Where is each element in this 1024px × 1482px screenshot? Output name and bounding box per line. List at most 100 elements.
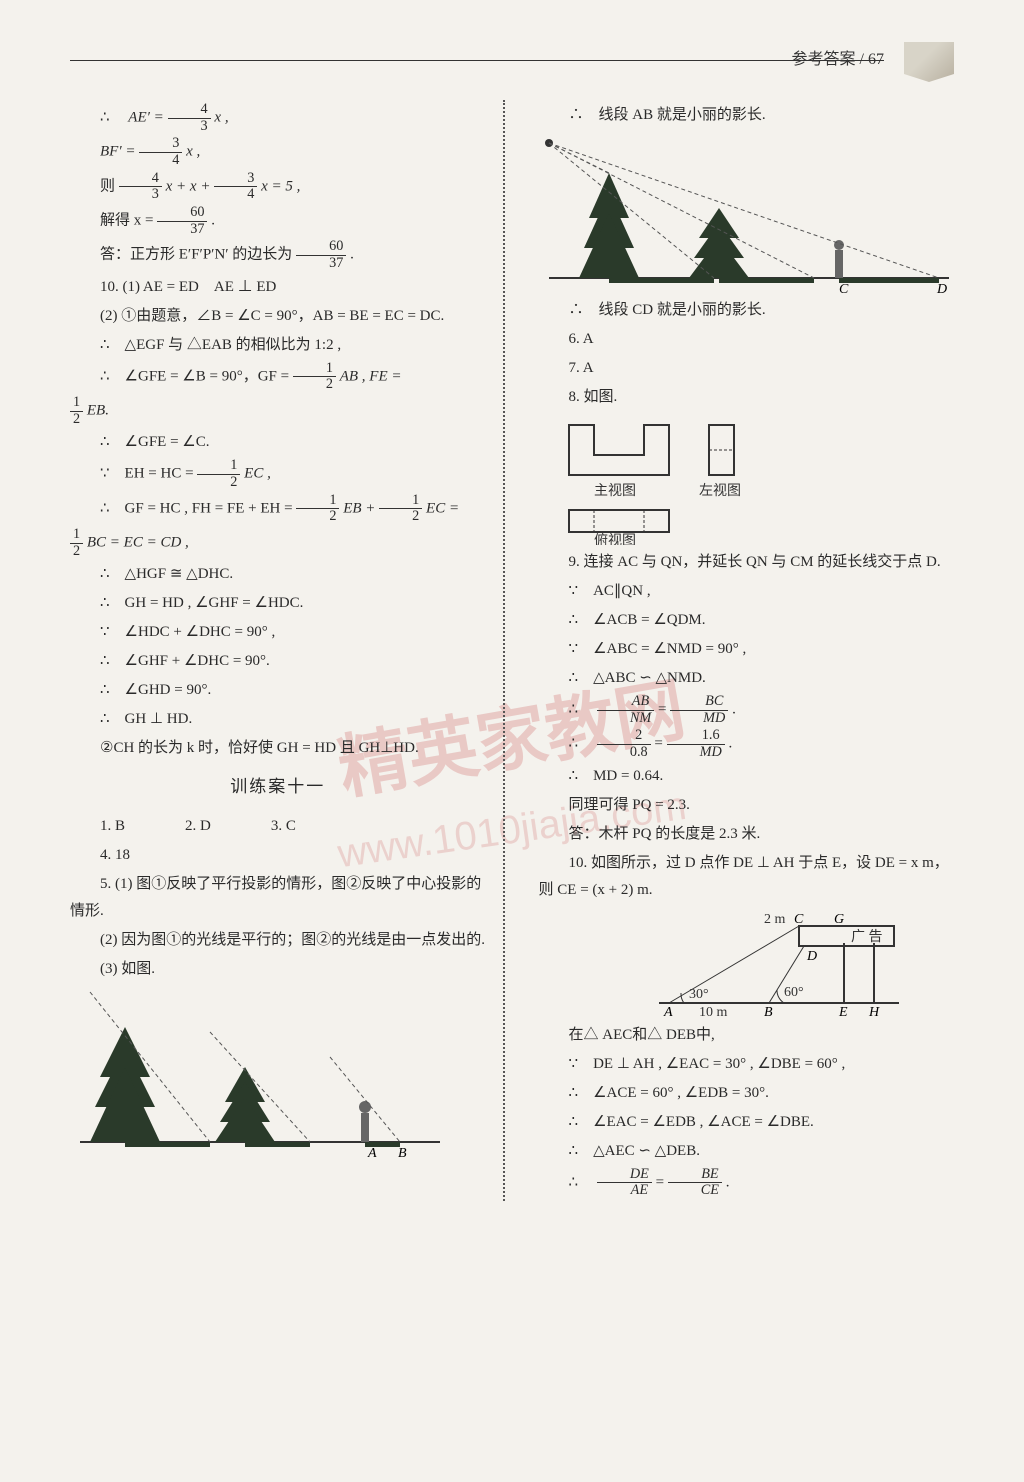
txt: . <box>350 247 354 263</box>
left-line-14: 12 BC = EC = CD , <box>70 527 485 559</box>
label-2m: 2 m <box>764 912 786 927</box>
ans-4: 4. 18 <box>70 842 485 869</box>
num: 1 <box>70 527 83 544</box>
left-line-22: 5. (1) 图①反映了平行投影的情形，图②反映了中心投影的情形. <box>70 871 485 925</box>
txt: ∴ <box>569 736 594 752</box>
num: 1 <box>70 395 83 412</box>
right-line-2: ∴ 线段 CD 就是小丽的影长. <box>539 297 954 324</box>
header-rule <box>70 60 884 61</box>
txt: = <box>656 1174 668 1190</box>
txt: ∵ EH = HC = <box>100 466 197 482</box>
txt: EC , <box>244 466 271 482</box>
ans-3: 3. C <box>241 813 296 840</box>
txt: 解得 x = <box>100 213 157 229</box>
label-top-view: 俯视图 <box>594 533 636 545</box>
txt: ∴ <box>569 1174 594 1190</box>
fraction-1-2b: 12 <box>70 395 83 427</box>
label-G: G <box>834 912 844 927</box>
fraction-3-4b: 34 <box>214 171 257 203</box>
left-line-19: ∴ ∠GHD = 90°. <box>70 677 485 704</box>
left-line-11: ∴ ∠GFE = ∠C. <box>70 429 485 456</box>
den: 2 <box>197 475 240 491</box>
right-line-10: ∴ △ABC ∽ △NMD. <box>539 665 954 692</box>
fraction-60-37: 6037 <box>157 205 207 237</box>
right-line-22: ∴ DEAE = BECE . <box>539 1167 954 1199</box>
den: 2 <box>70 412 83 428</box>
label-C: C <box>839 282 849 293</box>
num: 4 <box>168 102 211 119</box>
left-line-5: 答：正方形 E′F′P′N′ 的边长为 6037 . <box>70 239 485 271</box>
fraction-1-2e: 12 <box>379 493 422 525</box>
txt: ∴ <box>569 702 594 718</box>
txt: . <box>211 213 215 229</box>
section-title: 训练案十一 <box>70 772 485 803</box>
left-line-12: ∵ EH = HC = 12 EC , <box>70 458 485 490</box>
right-line-3: 6. A <box>539 326 954 353</box>
left-line-23: (2) 因为图①的光线是平行的；图②的光线是由一点发出的. <box>70 927 485 954</box>
num: 3 <box>139 136 182 153</box>
right-line-7: ∵ AC∥QN , <box>539 578 954 605</box>
fraction-60-37b: 6037 <box>296 239 346 271</box>
num: BE <box>668 1167 722 1184</box>
page-root: 参考答案 / 67 精英家教网 www.1010jiajia.com ∴ AE′… <box>0 0 1024 1482</box>
num: 3 <box>214 171 257 188</box>
page-number: 67 <box>868 51 884 68</box>
num: 60 <box>157 205 207 222</box>
billboard-figure: 广 告 C G A B D E H 30° 60° 2 m 10 m <box>639 908 919 1018</box>
fraction-BC-MD: BCMD <box>670 694 728 726</box>
label-A2: A <box>663 1005 673 1018</box>
txt: EB + <box>343 500 379 516</box>
right-line-19: ∴ ∠ACE = 60° , ∠EDB = 30°. <box>539 1080 954 1107</box>
txt: BC = EC = CD , <box>87 535 189 551</box>
left-line-2: BF′ = 34 x , <box>70 136 485 168</box>
den: 4 <box>139 153 182 169</box>
right-line-13: ∴ MD = 0.64. <box>539 763 954 790</box>
right-line-6: 9. 连接 AC 与 QN，并延长 QN 与 CM 的延长线交于点 D. <box>539 549 954 576</box>
right-line-18: ∵ DE ⊥ AH , ∠EAC = 30° , ∠DBE = 60° , <box>539 1051 954 1078</box>
txt: EC = <box>426 500 459 516</box>
label-D: D <box>936 282 947 293</box>
num: 1.6 <box>667 728 725 745</box>
num: AB <box>597 694 654 711</box>
right-line-12: ∴ 20.8 = 1.6MD . <box>539 728 954 760</box>
left-line-17: ∵ ∠HDC + ∠DHC = 90° , <box>70 619 485 646</box>
label-10m: 10 m <box>699 1005 728 1018</box>
right-line-5: 8. 如图. <box>539 384 954 411</box>
right-line-16: 10. 如图所示，过 D 点作 DE ⊥ AH 于点 E，设 DE = x m，… <box>539 850 954 904</box>
txt: = <box>654 736 666 752</box>
fraction-2-0.8: 20.8 <box>597 728 651 760</box>
txt: EB. <box>87 403 109 419</box>
answers-row: 1. B 2. D 3. C <box>70 813 485 840</box>
txt: . <box>726 1174 730 1190</box>
right-line-11: ∴ ABNM = BCMD . <box>539 694 954 726</box>
fraction-1-2: 12 <box>293 361 336 393</box>
label-B: B <box>398 1146 407 1157</box>
label-D2: D <box>806 949 817 964</box>
num: 1 <box>379 493 422 510</box>
label-left-view: 左视图 <box>699 483 741 499</box>
den: CE <box>668 1183 722 1199</box>
left-line-3: 则 43 x + x + 34 x = 5 , <box>70 171 485 203</box>
right-line-20: ∴ ∠EAC = ∠EDB , ∠ACE = ∠DBE. <box>539 1109 954 1136</box>
fraction-4-3b: 43 <box>119 171 162 203</box>
den: NM <box>597 711 654 727</box>
right-line-14: 同理可得 PQ = 2.3. <box>539 792 954 819</box>
right-line-9: ∵ ∠ABC = ∠NMD = 90° , <box>539 636 954 663</box>
ans-1: 1. B <box>70 813 125 840</box>
label-main-view: 主视图 <box>594 483 636 499</box>
label-E2: E <box>838 1005 848 1018</box>
three-views-figure: 主视图 左视图 俯视图 <box>539 415 839 545</box>
label-C2: C <box>794 912 804 927</box>
txt: BF′ = <box>100 144 139 160</box>
header-text: 参考答案 / 67 <box>792 46 884 75</box>
fraction-1-2f: 12 <box>70 527 83 559</box>
fraction-AB-NM: ABNM <box>597 694 654 726</box>
num: 2 <box>597 728 651 745</box>
txt: 则 <box>100 178 115 194</box>
left-line-4: 解得 x = 6037 . <box>70 205 485 237</box>
den: 2 <box>379 509 422 525</box>
num: 60 <box>296 239 346 256</box>
den: 2 <box>70 544 83 560</box>
den: 4 <box>214 187 257 203</box>
fraction-1.6-MD: 1.6MD <box>667 728 725 760</box>
